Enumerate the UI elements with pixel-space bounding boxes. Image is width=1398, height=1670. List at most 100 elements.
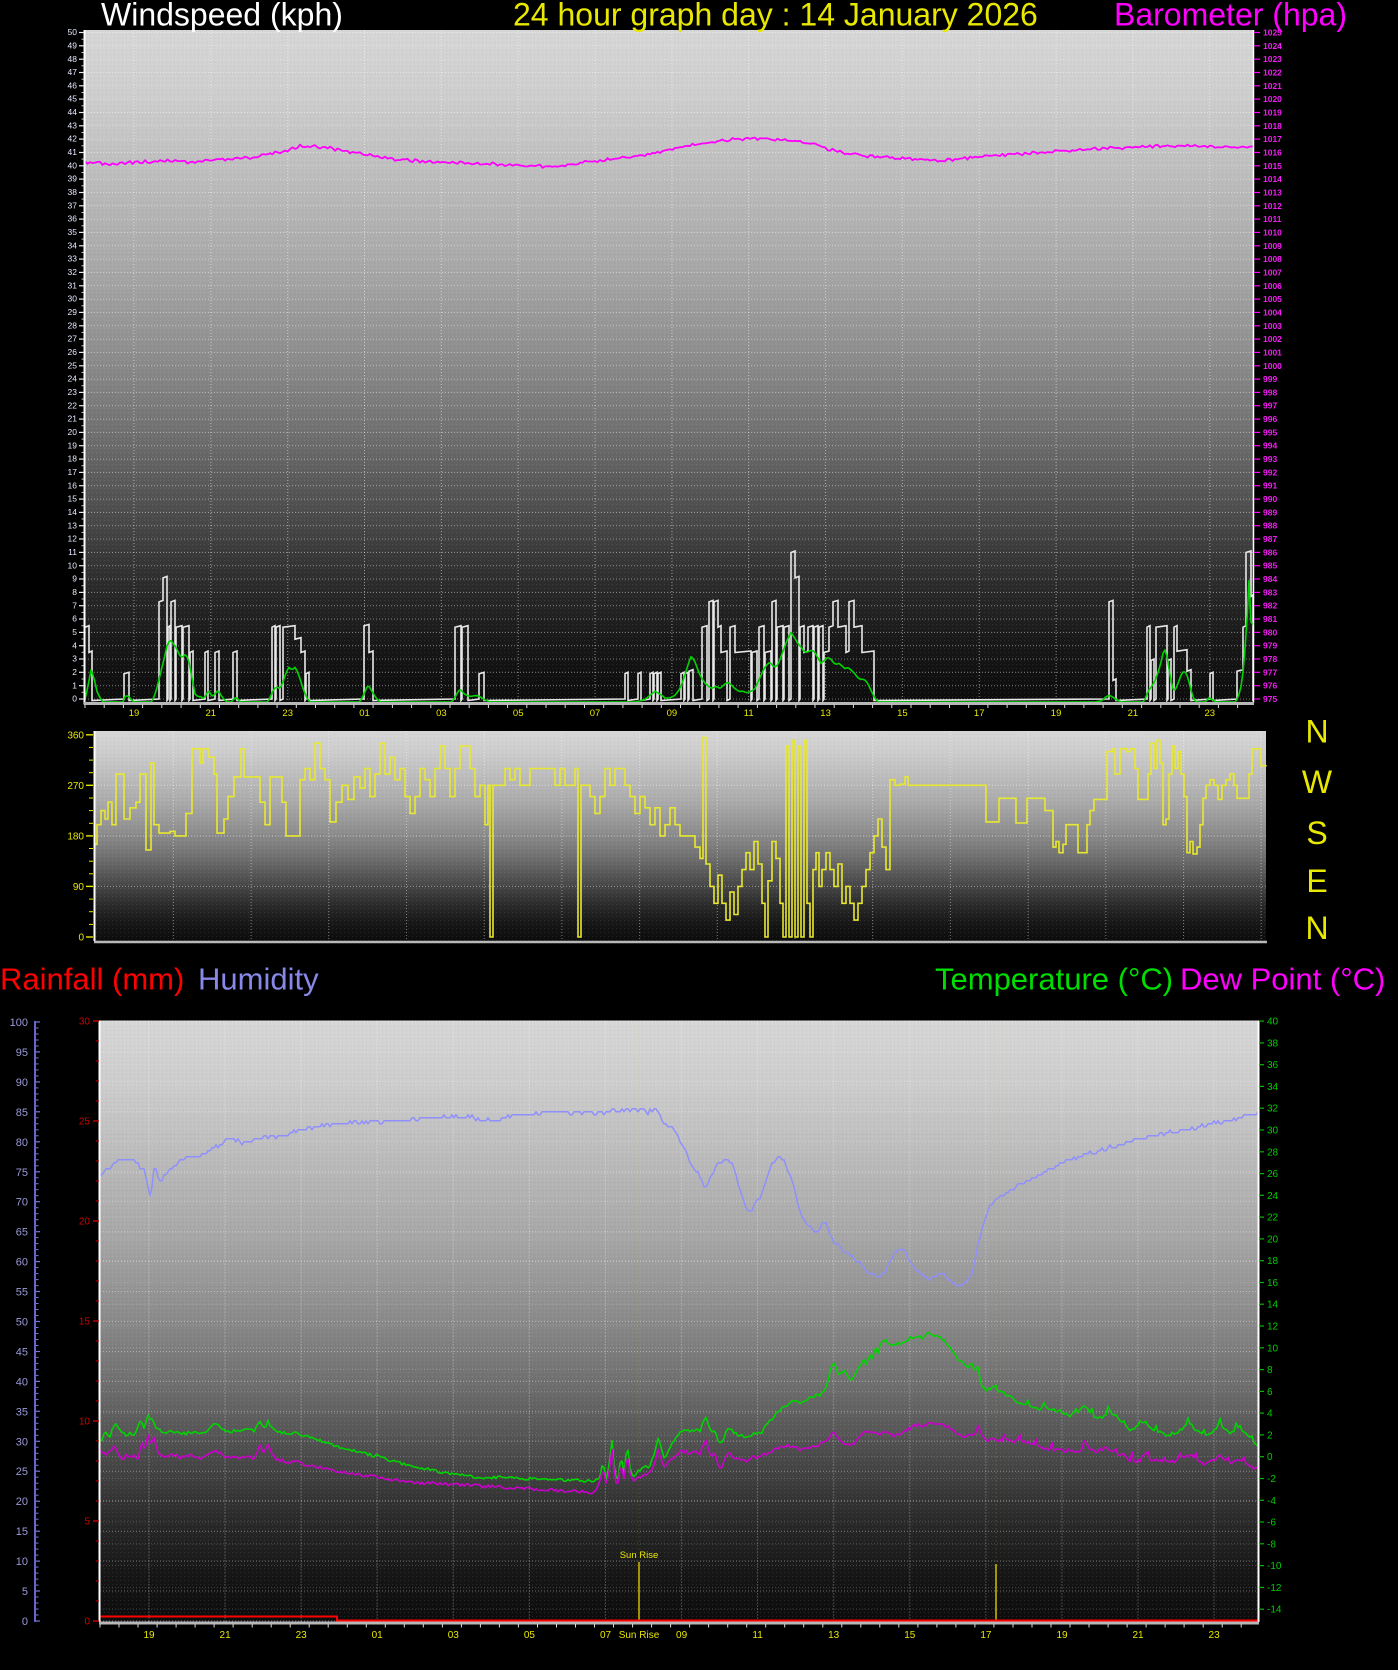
svg-text:15: 15 (897, 708, 908, 719)
svg-text:0: 0 (72, 694, 77, 704)
svg-text:W: W (1302, 764, 1333, 800)
svg-text:95: 95 (16, 1047, 28, 1059)
svg-text:29: 29 (68, 307, 78, 317)
svg-text:01: 01 (359, 708, 370, 719)
svg-text:Temperature (°C): Temperature (°C) (935, 962, 1173, 997)
svg-text:978: 978 (1263, 654, 1277, 664)
svg-text:1022: 1022 (1263, 68, 1282, 78)
svg-text:50: 50 (16, 1317, 28, 1329)
svg-text:5: 5 (84, 1517, 90, 1528)
svg-text:55: 55 (16, 1287, 28, 1299)
svg-text:270: 270 (67, 781, 84, 792)
svg-text:90: 90 (16, 1077, 28, 1089)
svg-text:40: 40 (16, 1376, 28, 1388)
svg-text:19: 19 (1051, 708, 1062, 719)
svg-text:35: 35 (16, 1406, 28, 1418)
svg-text:Barometer (hpa): Barometer (hpa) (1114, 0, 1347, 33)
svg-text:13: 13 (68, 520, 78, 530)
svg-text:1005: 1005 (1263, 294, 1282, 304)
svg-text:19: 19 (1056, 1630, 1068, 1641)
svg-text:2: 2 (72, 667, 77, 677)
svg-text:28: 28 (1267, 1147, 1279, 1158)
svg-text:Rainfall (mm): Rainfall (mm) (0, 962, 184, 997)
svg-text:25: 25 (68, 360, 78, 370)
svg-text:-14: -14 (1267, 1605, 1282, 1616)
svg-text:43: 43 (68, 120, 78, 130)
svg-text:9: 9 (72, 574, 77, 584)
svg-text:50: 50 (68, 27, 78, 37)
svg-text:75: 75 (16, 1167, 28, 1179)
svg-text:N: N (1305, 910, 1328, 946)
svg-text:37: 37 (68, 200, 78, 210)
svg-text:38: 38 (1267, 1038, 1279, 1049)
svg-text:21: 21 (68, 414, 78, 424)
svg-text:11: 11 (744, 708, 754, 719)
svg-text:10: 10 (16, 1556, 28, 1568)
svg-text:999: 999 (1263, 374, 1277, 384)
svg-text:3: 3 (72, 654, 77, 664)
svg-text:N: N (1305, 714, 1328, 750)
svg-text:1024: 1024 (1263, 41, 1282, 51)
svg-text:26: 26 (68, 347, 78, 357)
svg-text:E: E (1306, 863, 1327, 899)
svg-text:49: 49 (68, 40, 78, 50)
svg-text:20: 20 (16, 1496, 28, 1508)
svg-text:1003: 1003 (1263, 321, 1282, 331)
svg-text:7: 7 (72, 600, 77, 610)
svg-text:Sun Rise: Sun Rise (619, 1630, 660, 1641)
svg-text:-8: -8 (1267, 1539, 1276, 1550)
svg-text:983: 983 (1263, 587, 1277, 597)
svg-text:1017: 1017 (1263, 134, 1282, 144)
svg-text:-12: -12 (1267, 1583, 1282, 1594)
svg-text:21: 21 (220, 1630, 232, 1641)
svg-text:Sun Rise: Sun Rise (620, 1550, 659, 1561)
svg-text:44: 44 (68, 107, 78, 117)
svg-text:28: 28 (68, 320, 78, 330)
svg-text:-6: -6 (1267, 1518, 1276, 1529)
svg-text:30: 30 (68, 294, 78, 304)
svg-text:03: 03 (436, 708, 447, 719)
svg-text:45: 45 (16, 1347, 28, 1359)
svg-text:997: 997 (1263, 401, 1277, 411)
svg-text:03: 03 (448, 1630, 460, 1641)
svg-text:18: 18 (68, 454, 78, 464)
svg-text:1025: 1025 (1263, 28, 1282, 38)
svg-text:4: 4 (72, 640, 77, 650)
svg-text:-2: -2 (1267, 1474, 1276, 1485)
svg-text:1009: 1009 (1263, 241, 1282, 251)
svg-text:26: 26 (1267, 1169, 1279, 1180)
svg-text:39: 39 (68, 174, 78, 184)
svg-text:13: 13 (820, 708, 831, 719)
svg-text:987: 987 (1263, 534, 1277, 544)
svg-text:36: 36 (68, 214, 78, 224)
svg-text:-10: -10 (1267, 1561, 1282, 1572)
svg-text:19: 19 (68, 440, 78, 450)
svg-text:15: 15 (68, 494, 78, 504)
svg-text:8: 8 (1267, 1365, 1273, 1376)
svg-text:2: 2 (1267, 1430, 1273, 1441)
svg-text:16: 16 (1267, 1278, 1279, 1289)
svg-text:45: 45 (68, 94, 78, 104)
svg-text:33: 33 (68, 254, 78, 264)
svg-text:1020: 1020 (1263, 94, 1282, 104)
svg-text:20: 20 (1267, 1234, 1279, 1245)
svg-text:21: 21 (206, 708, 217, 719)
svg-text:1014: 1014 (1263, 174, 1282, 184)
svg-text:1021: 1021 (1263, 81, 1282, 91)
svg-text:11: 11 (68, 547, 77, 557)
svg-text:47: 47 (68, 67, 78, 77)
svg-text:15: 15 (904, 1630, 916, 1641)
svg-text:34: 34 (1267, 1082, 1279, 1093)
svg-text:1004: 1004 (1263, 307, 1282, 317)
svg-text:1006: 1006 (1263, 281, 1282, 291)
svg-text:986: 986 (1263, 547, 1277, 557)
svg-text:100: 100 (10, 1017, 28, 1029)
svg-text:1002: 1002 (1263, 334, 1282, 344)
svg-text:10: 10 (79, 1417, 91, 1428)
svg-text:24: 24 (68, 374, 78, 384)
svg-text:23: 23 (68, 387, 78, 397)
svg-text:1007: 1007 (1263, 267, 1282, 277)
svg-text:360: 360 (67, 730, 84, 741)
svg-text:Dew Point (°C): Dew Point (°C) (1180, 962, 1385, 997)
svg-text:998: 998 (1263, 387, 1277, 397)
